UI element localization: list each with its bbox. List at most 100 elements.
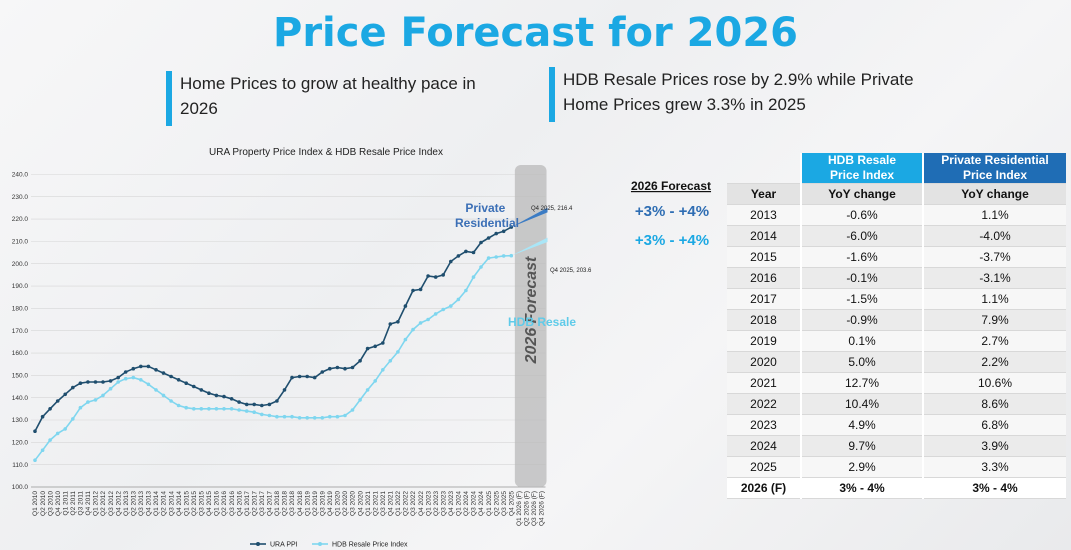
year-cell: 2018 xyxy=(727,309,801,331)
key-point-home-prices: Home Prices to grow at healthy pace in 2… xyxy=(166,71,500,126)
data-point xyxy=(40,448,45,453)
private-label-line-1: Private xyxy=(465,201,505,215)
data-point xyxy=(433,275,438,279)
year-cell: 2015 xyxy=(727,246,801,268)
data-point xyxy=(449,259,453,264)
x-tick-label: Q2 2017 xyxy=(251,491,258,516)
data-point xyxy=(207,391,211,395)
data-point xyxy=(48,438,52,442)
hdb-last-point-label: Q4 2025, 203.6 xyxy=(550,268,592,274)
data-point xyxy=(184,405,188,410)
year-cell: 2014 xyxy=(727,225,801,247)
table-row: 2021 12.7% 10.6% xyxy=(727,372,1066,394)
data-point xyxy=(335,365,340,370)
data-point xyxy=(456,297,461,302)
x-tick-label: Q1 2024 xyxy=(456,491,463,516)
hdb-forecast-value: +3% - +4% xyxy=(635,232,709,249)
data-point xyxy=(176,378,181,382)
x-tick-label: Q3 2013 xyxy=(138,491,145,516)
data-point xyxy=(494,255,499,259)
x-tick-label: Q2 2021 xyxy=(372,491,379,516)
private-yoy-cell: 6.8% xyxy=(922,414,1066,436)
year-cell: 2025 xyxy=(727,456,801,478)
data-point xyxy=(328,414,332,419)
x-tick-label: Q4 2015 xyxy=(206,491,213,516)
data-point xyxy=(275,414,279,419)
year-cell: 2022 xyxy=(727,393,801,415)
table-row: 2018 -0.9% 7.9% xyxy=(727,309,1066,331)
x-tick-label: Q3 2023 xyxy=(440,491,447,516)
x-tick-label: Q4 2017 xyxy=(267,491,274,516)
hdb-yoy-cell: -0.1% xyxy=(800,267,923,289)
x-tick-label: Q1 2014 xyxy=(153,491,160,516)
forecast-heading: 2026 Forecast xyxy=(631,179,711,193)
data-point xyxy=(350,365,355,370)
year-cell: 2019 xyxy=(727,330,801,352)
table-row: 2022 10.4% 8.6% xyxy=(727,393,1066,415)
x-tick-label: Q1 2013 xyxy=(123,491,130,516)
chart-title: URA Property Price Index & HDB Resale Pr… xyxy=(209,147,443,158)
data-point xyxy=(365,346,370,351)
x-tick-label: Q1 2011 xyxy=(62,491,69,516)
data-point xyxy=(63,427,67,431)
private-column-header: Private Residential Price Index xyxy=(922,153,1066,184)
data-point xyxy=(86,400,90,404)
x-tick-label: Q3 2025 xyxy=(501,491,508,516)
hdb-yoy-header: YoY change xyxy=(800,183,923,205)
x-tick-label: Q1 2025 xyxy=(486,491,493,516)
data-point xyxy=(464,288,468,293)
data-point xyxy=(199,407,204,411)
y-tick-label: 100.0 xyxy=(12,484,29,491)
hdb-yoy-cell: -0.6% xyxy=(800,204,923,226)
data-point xyxy=(343,366,347,371)
x-tick-label: Q1 2018 xyxy=(274,491,281,516)
data-point xyxy=(33,458,37,463)
year-cell: 2016 xyxy=(727,267,801,289)
data-point xyxy=(214,407,219,411)
data-point xyxy=(176,403,181,408)
data-point xyxy=(297,416,302,420)
data-point xyxy=(55,399,60,403)
x-tick-label: Q2 2013 xyxy=(130,491,137,516)
data-point xyxy=(169,374,173,379)
x-tick-label: Q3 2021 xyxy=(380,491,387,516)
x-tick-label: Q4 2014 xyxy=(176,491,183,516)
data-point xyxy=(418,287,423,292)
hdb-yoy-cell: 12.7% xyxy=(800,372,923,394)
hdb-yoy-cell: -1.5% xyxy=(800,288,923,310)
x-tick-label: Q2 2024 xyxy=(463,491,470,516)
private-yoy-cell: 3% - 4% xyxy=(922,477,1066,499)
data-point xyxy=(86,380,90,384)
x-tick-label: Q4 2010 xyxy=(55,491,62,516)
data-point xyxy=(93,398,98,402)
x-tick-label: Q3 2024 xyxy=(471,491,478,516)
private-yoy-cell: -3.7% xyxy=(922,246,1066,268)
x-tick-label: Q2 2023 xyxy=(433,491,440,516)
data-point xyxy=(388,322,393,326)
data-point xyxy=(486,256,491,260)
data-point xyxy=(320,416,325,420)
chart-gridlines xyxy=(31,174,546,488)
x-tick-label: Q4 2016 xyxy=(236,491,243,516)
data-point xyxy=(471,250,476,255)
data-point xyxy=(93,380,98,384)
data-point xyxy=(146,364,151,369)
private-yoy-cell: 3.9% xyxy=(922,435,1066,457)
x-tick-label: Q3 2015 xyxy=(199,491,206,516)
table-row: 2017 -1.5% 1.1% xyxy=(727,288,1066,310)
hdb-yoy-cell: 3% - 4% xyxy=(800,477,923,499)
data-point xyxy=(237,408,241,412)
data-point xyxy=(222,394,226,399)
data-point xyxy=(426,274,430,278)
hdb-yoy-cell: 0.1% xyxy=(800,330,923,352)
table-row: 2020 5.0% 2.2% xyxy=(727,351,1066,373)
data-point xyxy=(282,414,287,419)
data-point xyxy=(108,386,113,391)
data-point xyxy=(388,359,393,363)
year-cell: 2026 (F) xyxy=(727,477,801,499)
data-point xyxy=(229,407,234,411)
x-tick-label: Q1 2020 xyxy=(335,491,342,516)
data-point xyxy=(501,254,506,258)
legend-ura-marker xyxy=(256,542,260,546)
table-row: 2024 9.7% 3.9% xyxy=(727,435,1066,457)
